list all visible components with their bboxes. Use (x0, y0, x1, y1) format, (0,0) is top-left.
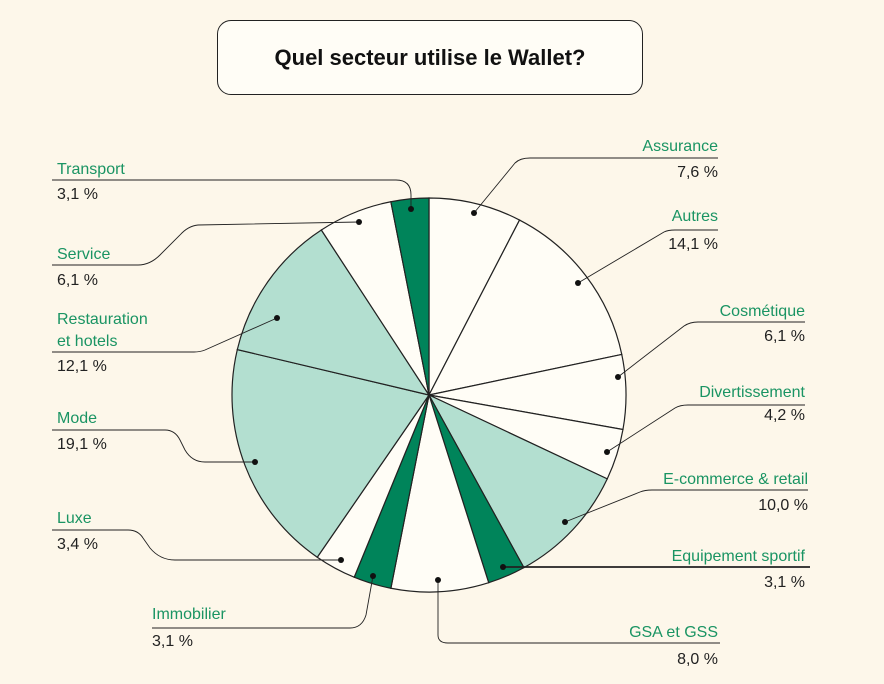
slice-marker (356, 219, 362, 225)
slice-marker (575, 280, 581, 286)
slice-label: Transport (57, 161, 125, 178)
slice-value: 12,1 % (57, 358, 107, 375)
leader-line (617, 321, 805, 378)
slice-value: 8,0 % (677, 651, 718, 668)
slice-label: Restauration et hotels (57, 311, 148, 350)
slice-marker (252, 459, 258, 465)
pie-slice-4 (427, 393, 609, 569)
leader-line (52, 221, 360, 266)
slice-label: E-commerce & retail (663, 471, 808, 488)
leader-line (52, 529, 341, 561)
pie-slice-9 (231, 348, 430, 559)
slice-marker (435, 577, 441, 583)
slice-label: Divertissement (699, 384, 805, 401)
slice-marker (370, 573, 376, 579)
pie-slice-6 (390, 394, 490, 593)
slice-marker (615, 374, 621, 380)
slice-value: 6,1 % (57, 272, 98, 289)
title-box: Quel secteur utilise le Wallet? (217, 20, 643, 95)
slice-value: 3,1 % (152, 633, 193, 650)
slice-value: 3,4 % (57, 536, 98, 553)
leader-line (152, 575, 374, 629)
slice-value: 4,2 % (764, 407, 805, 424)
leader-line (52, 429, 255, 463)
leader-line (606, 404, 805, 453)
leader-line (52, 179, 412, 209)
slice-marker (562, 519, 568, 525)
slice-value: 19,1 % (57, 436, 107, 453)
slice-label: Autres (672, 208, 718, 225)
pie-slice-12 (390, 197, 430, 396)
leader-line (564, 489, 808, 523)
slice-label: GSA et GSS (629, 624, 718, 641)
slice-marker (471, 210, 477, 216)
leader-line (577, 229, 718, 284)
slice-label: Service (57, 246, 110, 263)
slice-label: Luxe (57, 510, 92, 527)
pie-slice-10 (236, 229, 431, 396)
chart-title: Quel secteur utilise le Wallet? (274, 44, 586, 70)
slice-label: Immobilier (152, 606, 226, 623)
slice-value: 3,1 % (764, 574, 805, 591)
slice-value: 6,1 % (764, 328, 805, 345)
slice-marker (500, 564, 506, 570)
slice-value: 14,1 % (668, 236, 718, 253)
slice-marker (274, 315, 280, 321)
slice-marker (408, 206, 414, 212)
pie-slice-0 (428, 197, 521, 396)
slice-label: Equipement sportif (672, 548, 806, 565)
leader-line (473, 157, 718, 214)
leader-line (52, 317, 278, 353)
pie-slice-1 (427, 219, 623, 396)
slice-marker (338, 557, 344, 563)
slice-value: 3,1 % (57, 186, 98, 203)
slice-value: 10,0 % (758, 497, 808, 514)
slice-value: 7,6 % (677, 164, 718, 181)
slice-label: Mode (57, 410, 97, 427)
slice-marker (604, 449, 610, 455)
slice-label: Assurance (642, 138, 718, 155)
leader-line (437, 580, 720, 644)
slice-label: Cosmétique (720, 303, 805, 320)
